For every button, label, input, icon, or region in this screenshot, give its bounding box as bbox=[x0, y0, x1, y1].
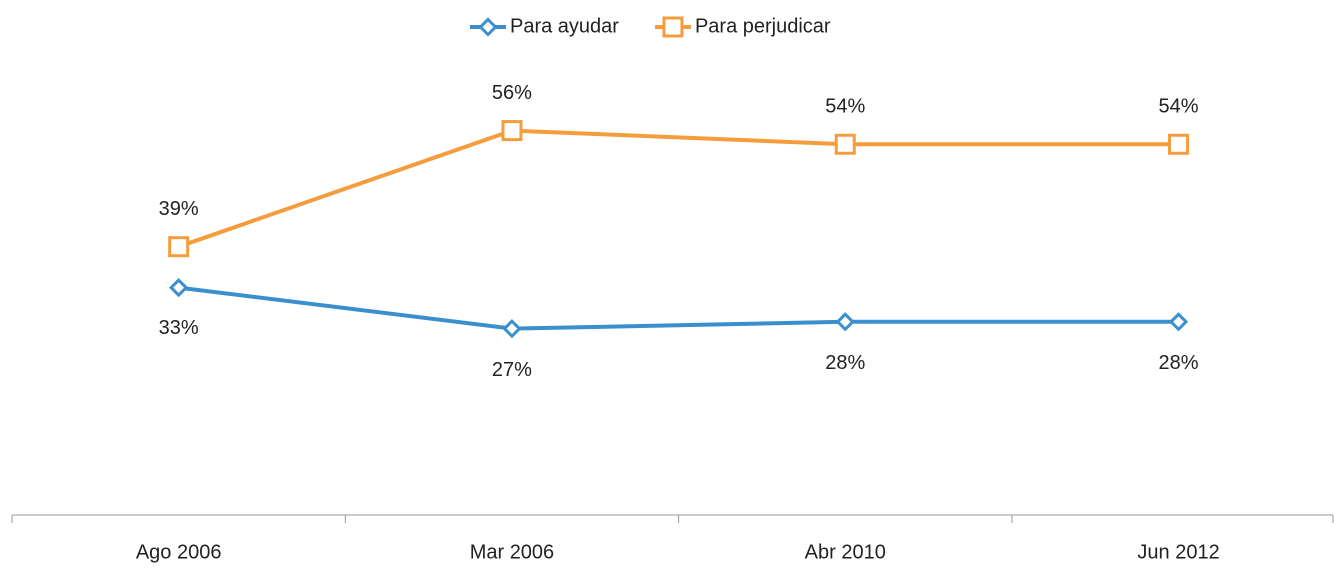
marker bbox=[501, 120, 523, 142]
data-label: 54% bbox=[825, 96, 865, 118]
x-tick-label: Abr 2010 bbox=[805, 541, 886, 563]
marker bbox=[168, 236, 190, 258]
x-tick-label: Ago 2006 bbox=[136, 541, 222, 563]
legend-label: Para perjudicar bbox=[695, 15, 831, 37]
x-tick-label: Jun 2012 bbox=[1137, 541, 1219, 563]
series-line bbox=[178, 285, 1179, 331]
data-label: 27% bbox=[492, 359, 532, 381]
data-label: 56% bbox=[492, 82, 532, 104]
legend-label: Para ayudar bbox=[510, 15, 619, 37]
data-label: 39% bbox=[159, 198, 199, 220]
data-label: 28% bbox=[825, 352, 865, 374]
data-label: 28% bbox=[1159, 352, 1199, 374]
marker bbox=[502, 319, 522, 339]
marker bbox=[169, 278, 189, 298]
marker bbox=[478, 17, 498, 37]
series-line bbox=[177, 128, 1179, 249]
data-label: 33% bbox=[159, 317, 199, 339]
marker bbox=[835, 312, 855, 332]
marker bbox=[662, 16, 684, 38]
marker bbox=[1168, 133, 1190, 155]
marker bbox=[834, 133, 856, 155]
data-label: 54% bbox=[1159, 96, 1199, 118]
marker bbox=[1168, 312, 1189, 332]
x-tick-label: Mar 2006 bbox=[470, 541, 555, 563]
